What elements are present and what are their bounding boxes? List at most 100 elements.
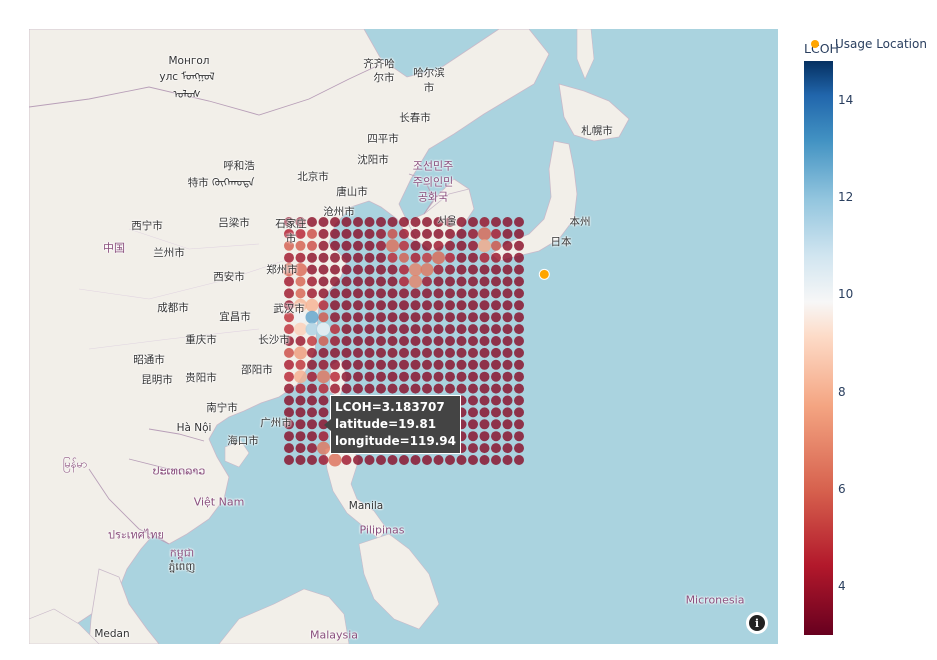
lcoh-point[interactable] — [318, 359, 329, 370]
lcoh-point[interactable] — [422, 240, 432, 251]
lcoh-point[interactable] — [376, 264, 386, 275]
lcoh-point[interactable] — [295, 383, 306, 394]
lcoh-point[interactable] — [491, 240, 501, 251]
lcoh-point[interactable] — [433, 288, 444, 299]
lcoh-point[interactable] — [468, 276, 478, 287]
lcoh-point[interactable] — [433, 276, 444, 287]
lcoh-point[interactable] — [479, 359, 490, 370]
lcoh-point[interactable] — [399, 300, 409, 311]
lcoh-point[interactable] — [376, 288, 386, 299]
lcoh-point[interactable] — [353, 300, 363, 311]
lcoh-point[interactable] — [410, 252, 421, 263]
lcoh-point[interactable] — [399, 371, 409, 382]
lcoh-point[interactable] — [468, 431, 478, 442]
lcoh-point[interactable] — [387, 228, 398, 239]
lcoh-point[interactable] — [330, 347, 340, 358]
lcoh-point[interactable] — [468, 419, 478, 430]
lcoh-point[interactable] — [445, 300, 455, 311]
lcoh-point[interactable] — [387, 288, 398, 299]
lcoh-point[interactable] — [284, 312, 294, 323]
lcoh-point[interactable] — [284, 217, 294, 227]
lcoh-point[interactable] — [514, 383, 524, 394]
lcoh-point[interactable] — [284, 407, 294, 418]
lcoh-point[interactable] — [295, 407, 306, 418]
lcoh-point[interactable] — [479, 276, 490, 287]
lcoh-point[interactable] — [502, 336, 513, 346]
lcoh-point[interactable] — [387, 312, 398, 323]
lcoh-point[interactable] — [364, 276, 375, 287]
lcoh-point[interactable] — [376, 252, 386, 263]
lcoh-point[interactable] — [456, 228, 467, 239]
lcoh-point[interactable] — [479, 407, 490, 418]
lcoh-point[interactable] — [491, 264, 501, 275]
lcoh-point[interactable] — [433, 336, 444, 346]
lcoh-point[interactable] — [387, 252, 398, 263]
lcoh-point[interactable] — [399, 324, 409, 335]
lcoh-point[interactable] — [376, 371, 386, 382]
lcoh-point[interactable] — [305, 298, 319, 312]
lcoh-point[interactable] — [295, 443, 306, 454]
lcoh-point[interactable] — [479, 431, 490, 442]
lcoh-point[interactable] — [307, 443, 317, 454]
lcoh-point[interactable] — [364, 300, 375, 311]
lcoh-point[interactable] — [491, 288, 501, 299]
lcoh-point[interactable] — [491, 217, 501, 227]
lcoh-point[interactable] — [399, 240, 409, 251]
lcoh-point[interactable] — [422, 217, 432, 227]
lcoh-point[interactable] — [364, 359, 375, 370]
lcoh-point[interactable] — [422, 455, 432, 465]
lcoh-point[interactable] — [294, 263, 307, 277]
lcoh-point[interactable] — [502, 228, 513, 239]
lcoh-point[interactable] — [387, 217, 398, 227]
lcoh-point[interactable] — [514, 455, 524, 465]
lcoh-point[interactable] — [399, 217, 409, 227]
legend-usage-location[interactable]: Usage Location — [835, 37, 927, 51]
lcoh-point[interactable] — [376, 217, 386, 227]
lcoh-point[interactable] — [399, 347, 409, 358]
lcoh-point[interactable] — [410, 228, 421, 239]
lcoh-point[interactable] — [410, 455, 421, 465]
lcoh-point[interactable] — [284, 336, 294, 346]
lcoh-point[interactable] — [341, 347, 352, 358]
lcoh-point[interactable] — [468, 371, 478, 382]
lcoh-point[interactable] — [410, 300, 421, 311]
lcoh-point[interactable] — [514, 407, 524, 418]
lcoh-point[interactable] — [307, 276, 317, 287]
lcoh-point[interactable] — [364, 228, 375, 239]
lcoh-point[interactable] — [364, 336, 375, 346]
lcoh-point[interactable] — [399, 312, 409, 323]
lcoh-point[interactable] — [387, 264, 398, 275]
lcoh-point[interactable] — [399, 264, 409, 275]
lcoh-point[interactable] — [456, 312, 467, 323]
lcoh-point[interactable] — [433, 264, 444, 275]
lcoh-point[interactable] — [468, 455, 478, 465]
lcoh-point[interactable] — [410, 312, 421, 323]
lcoh-point[interactable] — [307, 217, 317, 227]
lcoh-point[interactable] — [307, 431, 317, 442]
lcoh-point[interactable] — [353, 455, 363, 465]
lcoh-point[interactable] — [307, 228, 317, 239]
lcoh-point[interactable] — [399, 336, 409, 346]
lcoh-point[interactable] — [445, 383, 455, 394]
lcoh-point[interactable] — [330, 300, 340, 311]
lcoh-point[interactable] — [353, 371, 363, 382]
lcoh-point[interactable] — [353, 276, 363, 287]
lcoh-point[interactable] — [307, 407, 317, 418]
lcoh-point[interactable] — [502, 407, 513, 418]
lcoh-point[interactable] — [514, 419, 524, 430]
lcoh-point[interactable] — [387, 359, 398, 370]
lcoh-point[interactable] — [479, 419, 490, 430]
lcoh-point[interactable] — [491, 431, 501, 442]
lcoh-point[interactable] — [514, 359, 524, 370]
lcoh-point[interactable] — [479, 371, 490, 382]
lcoh-point[interactable] — [364, 252, 375, 263]
lcoh-point[interactable] — [353, 336, 363, 346]
lcoh-point[interactable] — [410, 383, 421, 394]
lcoh-point[interactable] — [295, 240, 306, 251]
lcoh-point[interactable] — [318, 383, 329, 394]
lcoh-point[interactable] — [353, 359, 363, 370]
lcoh-point[interactable] — [491, 312, 501, 323]
lcoh-point[interactable] — [479, 217, 490, 227]
lcoh-point[interactable] — [330, 252, 340, 263]
lcoh-point[interactable] — [514, 252, 524, 263]
